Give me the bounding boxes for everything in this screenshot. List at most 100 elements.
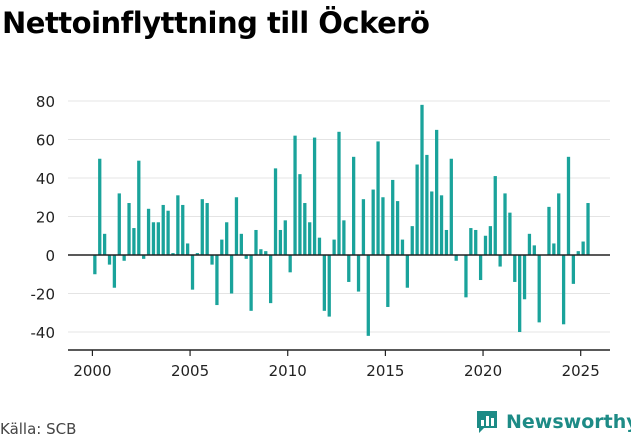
bar [225, 222, 229, 255]
bar [151, 222, 156, 255]
bar [381, 197, 385, 255]
bar [513, 255, 517, 282]
bar [156, 222, 160, 255]
y-tick-label: 0 [45, 247, 55, 265]
bar [478, 255, 483, 281]
bar [229, 255, 234, 294]
bar [493, 176, 497, 255]
bar [405, 255, 410, 288]
x-tick-labels: 2000 2005 2010 2015 2020 2025 [73, 362, 599, 380]
chart-title: Nettoinflyttning till Öckerö [2, 6, 430, 40]
bar [352, 156, 356, 255]
bar [283, 220, 287, 255]
bar [483, 235, 488, 255]
bar [361, 199, 366, 255]
bar [127, 203, 131, 255]
y-tick-label: 80 [36, 93, 55, 111]
bar [273, 168, 278, 255]
bar [537, 255, 541, 323]
bar [527, 233, 532, 255]
bar [327, 255, 331, 317]
y-tick-label: 20 [36, 209, 55, 227]
bar [376, 141, 380, 255]
bar [469, 228, 473, 255]
bar [454, 255, 458, 261]
bar [410, 226, 414, 255]
bar [342, 220, 346, 255]
y-tick-label: -40 [31, 324, 56, 342]
bar [425, 154, 429, 255]
bar [98, 158, 102, 255]
bar [308, 222, 312, 255]
bar [488, 226, 493, 255]
bar [107, 255, 112, 265]
bar [317, 237, 322, 255]
bar [464, 255, 468, 298]
bar [581, 241, 585, 255]
bar [566, 156, 571, 255]
bar [586, 203, 590, 255]
bar [171, 253, 175, 255]
bar [142, 255, 146, 259]
bar [430, 191, 434, 255]
bar [132, 228, 136, 255]
bar [312, 137, 317, 255]
bar [244, 255, 248, 259]
bar [112, 255, 117, 288]
bar [122, 255, 126, 261]
bar [220, 239, 224, 255]
bar [518, 255, 522, 332]
bar [102, 233, 107, 255]
bar [146, 208, 151, 255]
bar [166, 210, 170, 255]
bar [215, 255, 219, 306]
bar [557, 193, 561, 255]
bar [420, 104, 424, 255]
x-tick-label: 2005 [171, 362, 209, 380]
bar [298, 174, 302, 255]
bar [117, 193, 121, 255]
bar [337, 131, 341, 255]
bar [176, 195, 180, 255]
bar [532, 245, 536, 255]
axes [68, 254, 610, 356]
bar [185, 243, 190, 255]
bar [547, 206, 551, 255]
x-tick-label: 2010 [269, 362, 307, 380]
bar [259, 249, 263, 255]
brand-logo[interactable]: Newsworthy [474, 407, 631, 437]
bar [503, 193, 507, 255]
bar [332, 239, 336, 255]
bar [161, 204, 165, 255]
bar [303, 203, 307, 255]
bar [347, 255, 351, 282]
bar [205, 203, 209, 255]
bar [293, 135, 297, 255]
bar [439, 195, 444, 255]
y-tick-labels: 80 60 40 20 0 -20 -40 [31, 93, 56, 342]
bar [449, 158, 453, 255]
x-tick-label: 2015 [366, 362, 404, 380]
bar [200, 199, 204, 255]
bar [93, 255, 97, 275]
x-tick-label: 2000 [73, 362, 111, 380]
bar [576, 251, 580, 255]
bar [435, 129, 439, 255]
bar [371, 189, 375, 255]
bar [234, 197, 239, 255]
bar [522, 255, 527, 300]
bar [498, 255, 502, 267]
bar [356, 255, 361, 292]
bar [508, 212, 512, 255]
y-tick-label: 40 [36, 170, 55, 188]
bar [391, 179, 395, 255]
bar [239, 233, 243, 255]
bar [395, 201, 400, 255]
x-tick-label: 2020 [464, 362, 502, 380]
bar [561, 255, 566, 325]
bar [571, 255, 576, 284]
x-tick-label: 2025 [562, 362, 600, 380]
bar [210, 255, 214, 265]
bar [137, 160, 141, 255]
